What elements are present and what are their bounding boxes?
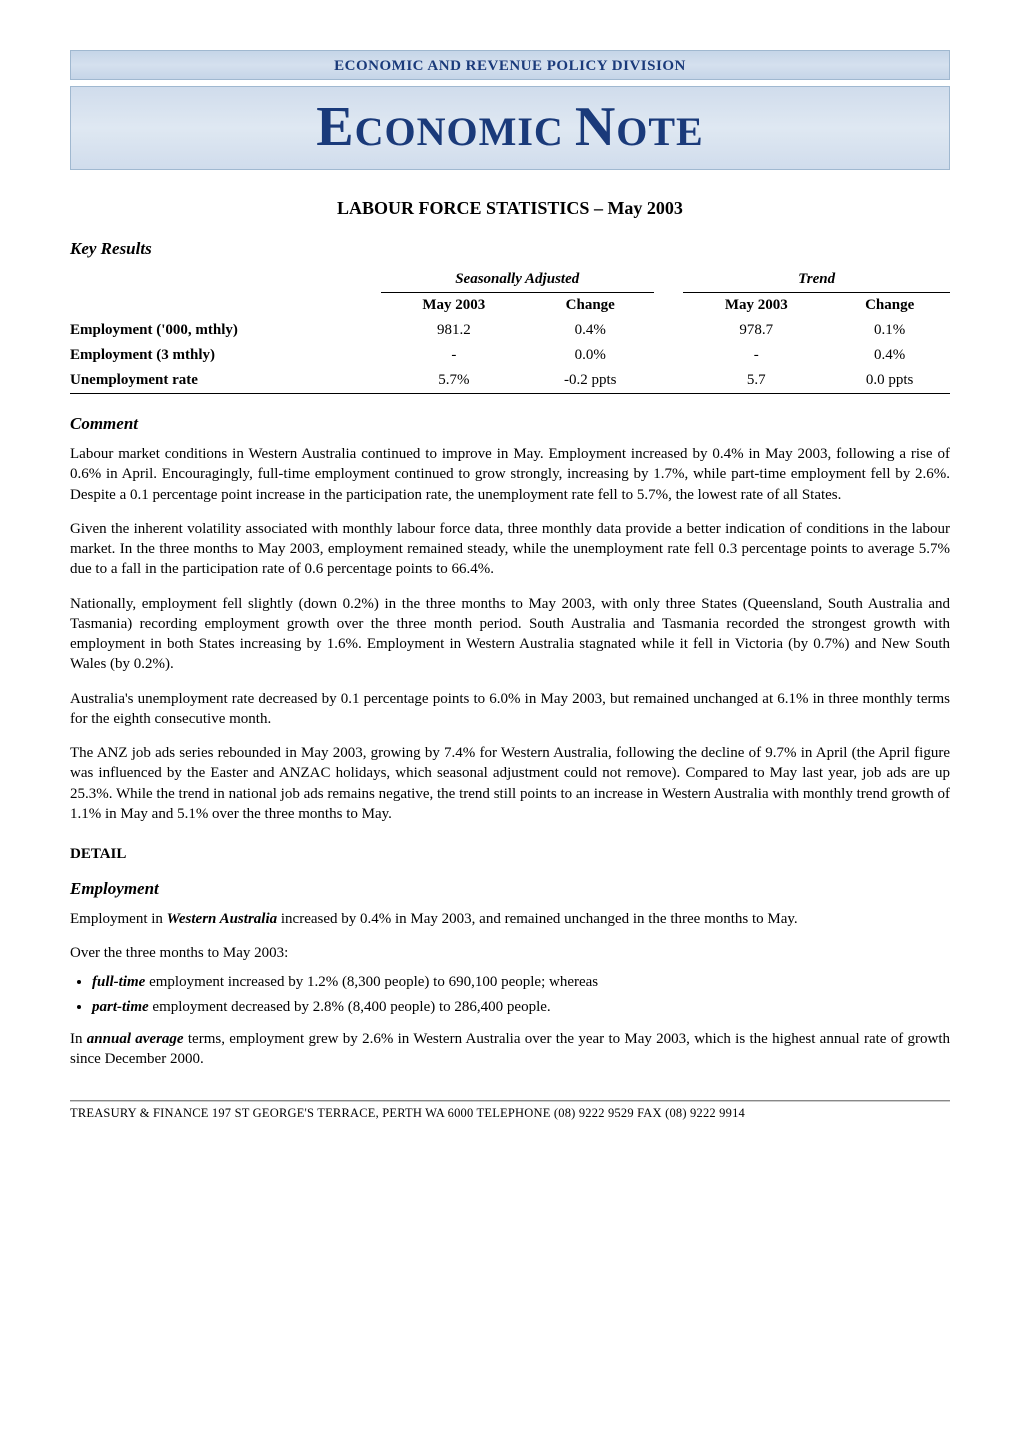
group-header-sa: Seasonally Adjusted (381, 267, 654, 293)
key-results-heading: Key Results (70, 239, 950, 259)
cell: 978.7 (683, 318, 829, 343)
row-label: Employment (3 mthly) (70, 343, 381, 368)
page: ECONOMIC AND REVENUE POLICY DIVISION ECO… (0, 0, 1020, 1151)
comment-p2: Given the inherent volatility associated… (70, 519, 950, 580)
text: In (70, 1031, 87, 1047)
text: increased by 0.4% in May 2003, and remai… (277, 911, 798, 927)
bullet-rest: employment increased by 1.2% (8,300 peop… (145, 974, 598, 990)
table-row: Employment ('000, mthly) 981.2 0.4% 978.… (70, 318, 950, 343)
employment-bullets: full-time employment increased by 1.2% (… (70, 972, 950, 1020)
cell: - (381, 343, 527, 368)
comment-p1: Labour market conditions in Western Aust… (70, 444, 950, 505)
table-group-row: Seasonally Adjusted Trend (70, 267, 950, 293)
employment-p3: In annual average terms, employment grew… (70, 1029, 950, 1070)
row-label: Employment ('000, mthly) (70, 318, 381, 343)
list-item: full-time employment increased by 1.2% (… (92, 972, 950, 994)
sub-header: May 2003 (381, 293, 527, 319)
row-label: Unemployment rate (70, 368, 381, 394)
title-word-economic: CONOMIC (355, 109, 575, 154)
table-spacer (654, 343, 684, 368)
text: Employment in (70, 911, 167, 927)
table-spacer (70, 267, 381, 293)
comment-heading: Comment (70, 414, 950, 434)
comment-p3: Nationally, employment fell slightly (do… (70, 594, 950, 675)
group-header-trend: Trend (683, 267, 950, 293)
sub-header: Change (527, 293, 654, 319)
cell: 0.4% (829, 343, 950, 368)
cell: 981.2 (381, 318, 527, 343)
cell: 5.7% (381, 368, 527, 394)
sub-header: May 2003 (683, 293, 829, 319)
table-row: Unemployment rate 5.7% -0.2 ppts 5.7 0.0… (70, 368, 950, 394)
document-title: LABOUR FORCE STATISTICS – May 2003 (70, 198, 950, 219)
title-cap-e: E (316, 96, 354, 158)
division-banner: ECONOMIC AND REVENUE POLICY DIVISION (70, 50, 950, 80)
title-cap-n: N (575, 96, 616, 158)
bullet-term: part-time (92, 999, 149, 1015)
cell: 0.1% (829, 318, 950, 343)
detail-heading: DETAIL (70, 846, 950, 863)
bullet-term: full-time (92, 974, 145, 990)
division-name: ECONOMIC AND REVENUE POLICY DIVISION (334, 58, 686, 74)
sub-header: Change (829, 293, 950, 319)
table-row: Employment (3 mthly) - 0.0% - 0.4% (70, 343, 950, 368)
cell: 0.0% (527, 343, 654, 368)
title-banner: ECONOMIC NOTE (70, 86, 950, 170)
footer-text: TREASURY & FINANCE 197 ST GEORGE'S TERRA… (70, 1106, 950, 1121)
cell: -0.2 ppts (527, 368, 654, 394)
term-annual-average: annual average (87, 1031, 184, 1047)
text: terms, employment grew by 2.6% in Wester… (70, 1031, 950, 1067)
employment-heading: Employment (70, 879, 950, 899)
key-results-table: Seasonally Adjusted Trend May 2003 Chang… (70, 267, 950, 394)
cell: 5.7 (683, 368, 829, 394)
cell: - (683, 343, 829, 368)
table-spacer (654, 368, 684, 394)
region-name: Western Australia (167, 911, 277, 927)
list-item: part-time employment decreased by 2.8% (… (92, 997, 950, 1019)
table-spacer (70, 293, 381, 319)
table-spacer (654, 318, 684, 343)
table-spacer (654, 267, 684, 293)
title-word-note: OTE (616, 109, 703, 154)
cell: 0.0 ppts (829, 368, 950, 394)
employment-p2: Over the three months to May 2003: (70, 943, 950, 963)
comment-p4: Australia's unemployment rate decreased … (70, 689, 950, 730)
table-sub-row: May 2003 Change May 2003 Change (70, 293, 950, 319)
bullet-rest: employment decreased by 2.8% (8,400 peop… (149, 999, 551, 1015)
employment-p1: Employment in Western Australia increase… (70, 909, 950, 929)
cell: 0.4% (527, 318, 654, 343)
table-spacer (654, 293, 684, 319)
comment-p5: The ANZ job ads series rebounded in May … (70, 743, 950, 824)
footer-divider (70, 1100, 950, 1102)
